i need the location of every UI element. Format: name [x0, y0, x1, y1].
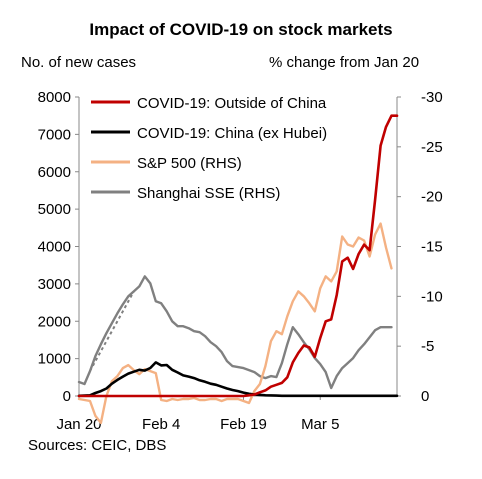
right-tick-label: -15 [421, 239, 443, 256]
right-tick-label: -5 [421, 338, 434, 355]
left-tick-label: 8000 [38, 89, 71, 106]
left-tick-label: 6000 [38, 164, 71, 181]
tick-labels: 0 1000 2000 3000 4000 5000 6000 7000 8000 0 -5 -10 -… [38, 89, 443, 433]
left-tick-label: 7000 [38, 126, 71, 143]
right-axis-title: % change from Jan 20 [269, 54, 420, 71]
left-tick-label: 1000 [38, 351, 71, 368]
left-tick-label: 2000 [38, 313, 71, 330]
legend-label-covid-19-outside-of-china: COVID-19: Outside of China [137, 95, 327, 112]
x-tick-label: Feb 4 [142, 416, 180, 433]
x-tick-label: Mar 5 [301, 416, 339, 433]
right-tick-label: -20 [421, 189, 443, 206]
right-tick-label: -10 [421, 288, 443, 305]
left-tick-label: 4000 [38, 239, 71, 256]
legend-label-covid-19-china-ex-hubei: COVID-19: China (ex Hubei) [137, 125, 327, 142]
source-note: Sources: CEIC, DBS [28, 437, 167, 454]
right-tick-label: -30 [421, 89, 443, 106]
right-tick-label: -25 [421, 139, 443, 156]
chart-title: Impact of COVID-19 on stock markets [89, 20, 393, 39]
series-line-shanghai-sse-rhs [77, 275, 393, 390]
left-tick-label: 5000 [38, 201, 71, 218]
legend-label-shanghai-sse-rhs: Shanghai SSE (RHS) [137, 185, 280, 202]
x-tick-label: Feb 19 [220, 416, 267, 433]
left-tick-label: 0 [63, 388, 71, 405]
legend: COVID-19: Outside of China COVID-19: Chin… [91, 95, 327, 202]
series-line-covid-19-china-ex-hubei [77, 361, 399, 398]
left-tick-label: 3000 [38, 276, 71, 293]
series-line-s-p-500-rhs [77, 222, 393, 425]
axes [75, 96, 401, 400]
left-axis-title: No. of new cases [21, 54, 137, 71]
series-line-covid-19-outside-of-china [77, 114, 399, 398]
x-tick-label: Jan 20 [56, 416, 101, 433]
legend-label-s-p-500-rhs: S&P 500 (RHS) [137, 155, 242, 172]
right-tick-label: 0 [421, 388, 429, 405]
shanghai-gap-connector [89, 290, 135, 372]
series-layer [77, 114, 399, 425]
